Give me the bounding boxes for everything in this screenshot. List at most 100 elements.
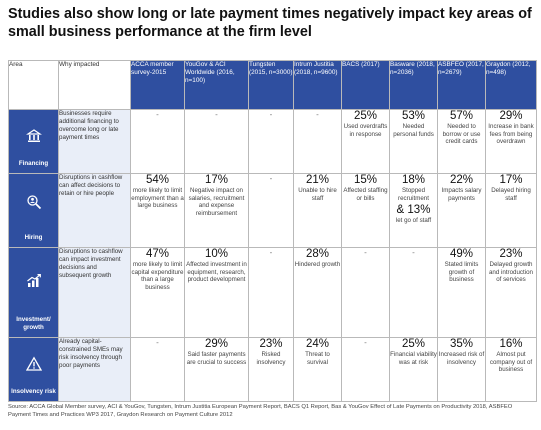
stat-description: Affected staffing or bills — [343, 187, 388, 202]
stat-value-secondary: & 13% — [396, 204, 431, 217]
stat-description: Hindered growth — [294, 261, 341, 268]
table-row: Investment/ growth Disruptions to cashflo… — [8, 247, 537, 338]
source-header-basware: Basware (2018, n=2036) — [389, 60, 438, 110]
header-row: Area Why impacted ACCA member survey-201… — [8, 60, 537, 110]
data-cell: 15% Affected staffing or bills — [341, 173, 390, 248]
data-cell: - — [130, 337, 185, 402]
stat-description: Unable to hire staff — [298, 187, 337, 202]
growth-chart-icon — [26, 273, 42, 289]
source-header-acca: ACCA member survey-2015 — [130, 60, 185, 110]
why-impacted-cell: Businesses require additional financing … — [58, 109, 131, 174]
stat-description: Used overdrafts in response — [343, 123, 388, 138]
stat-value: 22% — [449, 174, 474, 187]
warning-icon — [25, 356, 42, 372]
area-column-header: Area — [8, 60, 59, 110]
magnifier-person-icon — [26, 194, 42, 210]
source-header-yougov: YouGov & ACI Worldwide (2016, n=100) — [184, 60, 249, 110]
stat-value: 18% — [401, 174, 426, 187]
area-cell: Insolvency risk — [8, 337, 59, 402]
stat-value: 25% — [401, 338, 426, 351]
data-cell: - — [389, 247, 438, 338]
source-header-intrum: Intrum Justitia (2018, n=9600) — [293, 60, 342, 110]
stat-description: more likely to limit capital expenditure… — [131, 261, 184, 291]
data-cell: 17% Negative impact on salaries, recruitm… — [184, 173, 249, 248]
source-note: Source: ACCA Global Member survey, ACI &… — [8, 404, 513, 418]
stat-value: 25% — [353, 110, 378, 123]
no-data-dash: - — [156, 110, 159, 120]
page-title: Studies also show long or late payment t… — [8, 6, 532, 40]
data-cell: 18% Stopped recruitment & 13% let go of sta… — [389, 173, 438, 248]
stat-description: Delayed growth and introduction of servi… — [488, 261, 534, 284]
stat-description: Affected investment in equipment, resear… — [186, 261, 247, 284]
data-cell: 53% Needed personal funds — [389, 109, 438, 174]
stat-value: 35% — [449, 338, 474, 351]
area-name: Insolvency risk — [11, 388, 56, 395]
data-cell: 23% Risked insolvency — [248, 337, 294, 402]
stat-value: 23% — [259, 338, 283, 351]
why-column-header: Why impacted — [58, 60, 131, 110]
data-cell: 29% Said faster payments are crucial to s… — [184, 337, 249, 402]
data-cell: 17% Delayed hiring staff — [485, 173, 537, 248]
stat-description: Impacts salary payments — [441, 187, 482, 202]
stat-value: 53% — [401, 110, 426, 123]
area-name: Financing — [18, 160, 49, 167]
stat-description: Financial viability was at risk — [390, 351, 437, 366]
data-cell: - — [293, 109, 342, 174]
stat-value: 28% — [305, 248, 330, 261]
no-data-dash: - — [269, 174, 273, 184]
why-impacted-cell: Disruptions to cashflow can impact inves… — [58, 247, 131, 338]
impact-table: Area Why impacted ACCA member survey-201… — [8, 60, 537, 402]
data-cell: 24% Threat to survival — [293, 337, 342, 402]
data-cell: 16% Almost put company out of business — [485, 337, 537, 402]
data-cell: 35% Increased risk of insolvency — [437, 337, 486, 402]
data-cell: 47% more likely to limit capital expendit… — [130, 247, 185, 338]
area-name: Hiring — [24, 234, 43, 241]
stat-value: 17% — [204, 174, 229, 187]
data-cell: 23% Delayed growth and introduction of se… — [485, 247, 537, 338]
area-name: Investment/ growth — [16, 316, 51, 331]
stat-value: 17% — [499, 174, 523, 187]
no-data-dash: - — [412, 248, 415, 258]
stat-description: Stated limits growth of business — [444, 261, 479, 284]
data-cell: 28% Hindered growth — [293, 247, 342, 338]
stat-value: 29% — [499, 110, 523, 123]
data-cell: 25% Used overdrafts in response — [341, 109, 390, 174]
stat-description: Risked insolvency — [256, 351, 286, 366]
data-cell: 22% Impacts salary payments — [437, 173, 486, 248]
data-cell: - — [341, 247, 390, 338]
stat-value: 54% — [145, 174, 170, 187]
data-cell: 25% Financial viability was at risk — [389, 337, 438, 402]
stat-description: Negative impact on salaries, recruitment… — [188, 187, 245, 217]
stat-description: Needed to borrow or use credit cards — [442, 123, 481, 146]
data-cell: 21% Unable to hire staff — [293, 173, 342, 248]
data-cell: - — [184, 109, 249, 174]
no-data-dash: - — [364, 338, 367, 348]
no-data-dash: - — [269, 248, 273, 258]
stat-value: 24% — [305, 338, 330, 351]
no-data-dash: - — [364, 248, 367, 258]
no-data-dash: - — [156, 338, 159, 348]
data-cell: - — [130, 109, 185, 174]
stat-description: Almost put company out of business — [489, 351, 533, 374]
stat-description: more likely to limit employment than a l… — [131, 187, 184, 210]
source-header-graydon: Graydon (2012, n=498) — [485, 60, 537, 110]
stat-value: 57% — [449, 110, 474, 123]
area-cell: Investment/ growth — [8, 247, 59, 338]
stat-value: 16% — [499, 338, 523, 351]
stat-value: 21% — [305, 174, 330, 187]
stat-description: Increase in bank fees from being overdra… — [488, 123, 534, 146]
table-row: Insolvency risk Already capital-constrain… — [8, 337, 537, 402]
no-data-dash: - — [215, 110, 218, 120]
source-header-bacs: BACS (2017) — [341, 60, 390, 110]
data-cell: 10% Affected investment in equipment, res… — [184, 247, 249, 338]
stat-value: 49% — [449, 248, 474, 261]
no-data-dash: - — [269, 110, 273, 120]
stat-description: Threat to survival — [305, 351, 330, 366]
stat-value: 15% — [353, 174, 378, 187]
stat-description: Needed personal funds — [393, 123, 434, 138]
source-header-tungsten: Tungsten (2015, n=3000) — [248, 60, 294, 110]
stat-description: Stopped recruitment — [398, 187, 429, 202]
stat-value: 23% — [499, 248, 523, 261]
data-cell: - — [248, 247, 294, 338]
data-cell: 57% Needed to borrow or use credit cards — [437, 109, 486, 174]
